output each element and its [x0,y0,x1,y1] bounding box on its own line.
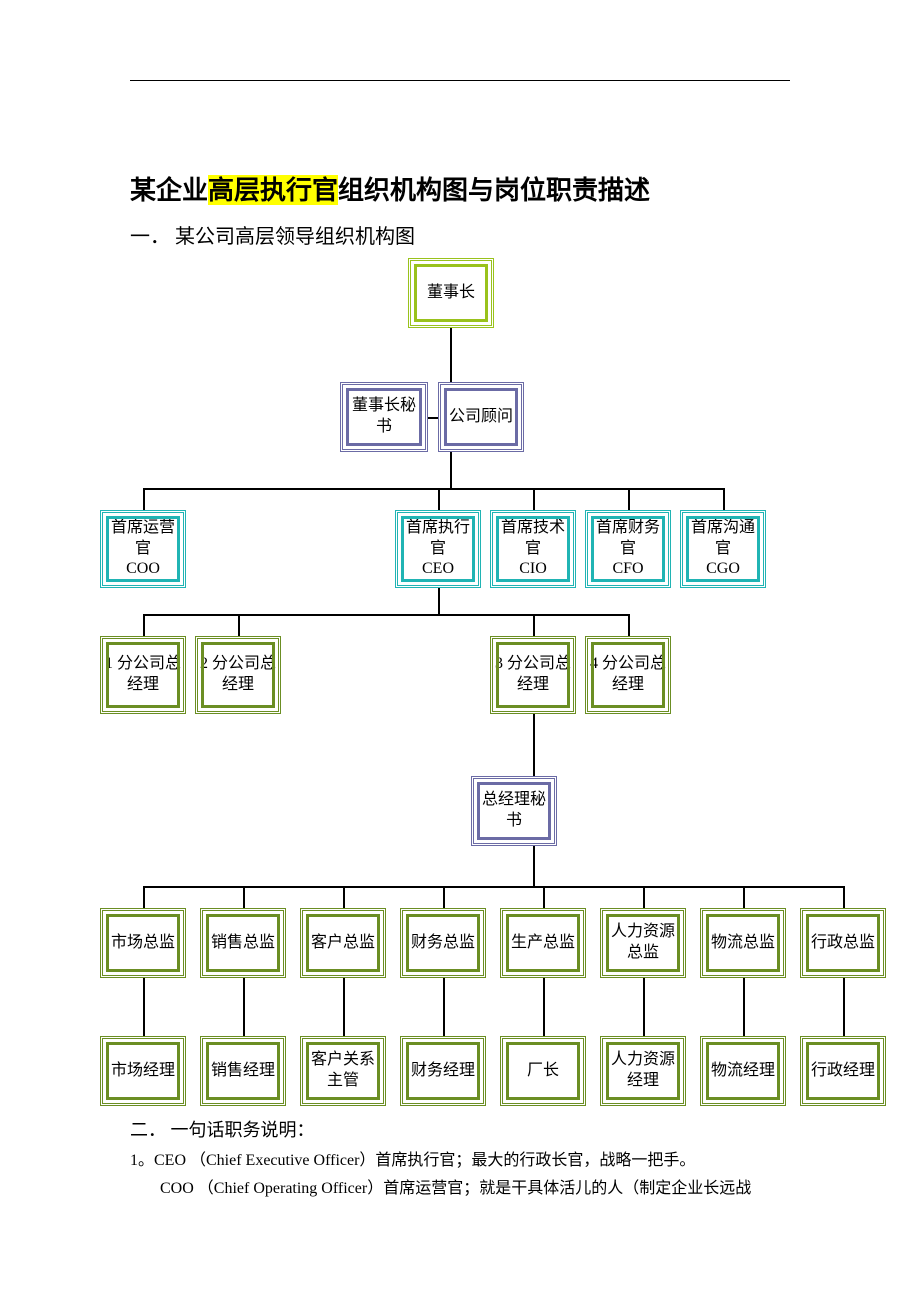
org-node-n_d5: 生产总监 [500,908,586,978]
org-node-n_adv: 公司顾问 [438,382,524,452]
org-node-n_coo: 首席运营官COO [100,510,186,588]
org-node-n_d1: 市场总监 [100,908,186,978]
connector-v [343,888,345,908]
org-node-n_sec: 董事长秘书 [340,382,428,452]
connector-v [743,888,745,908]
org-node-n_d2: 销售总监 [200,908,286,978]
connector-v [343,978,345,1036]
org-node-n_m1: 市场经理 [100,1036,186,1106]
org-node-n_m5: 厂长 [500,1036,586,1106]
org-node-n_m4: 财务经理 [400,1036,486,1106]
org-node-n_d8: 行政总监 [800,908,886,978]
connector-v [143,490,145,510]
connector-v [243,888,245,908]
connector-v [643,888,645,908]
connector-v [443,888,445,908]
page: 某企业高层执行官组织机构图与岗位职责描述 一． 某公司高层领导组织机构图 董事长… [0,0,920,1302]
title-highlight: 高层执行官 [208,175,338,205]
connector-v [238,616,240,636]
connector-v [450,328,452,382]
connector-v [843,978,845,1036]
connector-v [143,888,145,908]
connector-v [443,978,445,1036]
connector-v [143,978,145,1036]
connector-h [428,417,438,419]
org-node-n_d3: 客户总监 [300,908,386,978]
org-node-n_gmsec: 总经理秘书 [471,776,557,846]
org-node-n_cgo: 首席沟通官CGO [680,510,766,588]
connector-v [533,846,535,886]
title-suffix: 组织机构图与岗位职责描述 [338,175,650,205]
connector-v [843,888,845,908]
connector-v [533,714,535,776]
org-node-n_cfo: 首席财务官CFO [585,510,671,588]
connector-h [143,614,630,616]
connector-v [243,978,245,1036]
org-node-n_m3: 客户关系主管 [300,1036,386,1106]
org-node-n_m6: 人力资源经理 [600,1036,686,1106]
page-title: 某企业高层执行官组织机构图与岗位职责描述 [130,170,650,207]
connector-v [438,588,440,614]
section-2-heading: 二． 一句话职务说明： [130,1116,315,1142]
org-node-n_m7: 物流经理 [700,1036,786,1106]
org-node-n_d6: 人力资源总监 [600,908,686,978]
connector-h [143,488,725,490]
org-node-n_b2: 2 分公司总经理 [195,636,281,714]
org-node-n_b3: 3 分公司总经理 [490,636,576,714]
paragraph-ceo: 1。CEO （Chief Executive Officer）首席执行官；最大的… [130,1148,830,1174]
org-node-n_chair: 董事长 [408,258,494,328]
connector-v [143,616,145,636]
connector-v [450,452,452,488]
connector-v [543,978,545,1036]
paragraph-coo: COO （Chief Operating Officer）首席运营官；就是干具体… [160,1176,840,1202]
org-node-n_ceo: 首席执行官CEO [395,510,481,588]
title-prefix: 某企业 [130,175,208,205]
connector-v [543,888,545,908]
org-node-n_m2: 销售经理 [200,1036,286,1106]
org-node-n_d4: 财务总监 [400,908,486,978]
connector-v [628,490,630,510]
connector-v [438,490,440,510]
connector-h [143,886,845,888]
connector-v [533,490,535,510]
connector-v [643,978,645,1036]
connector-v [743,978,745,1036]
org-node-n_d7: 物流总监 [700,908,786,978]
section-1-heading: 一． 某公司高层领导组织机构图 [130,220,415,249]
header-rule [130,80,790,81]
connector-v [723,490,725,510]
org-node-n_b4: 4 分公司总经理 [585,636,671,714]
connector-v [533,616,535,636]
org-node-n_m8: 行政经理 [800,1036,886,1106]
connector-v [628,616,630,636]
org-node-n_b1: 1 分公司总经理 [100,636,186,714]
org-node-n_cio: 首席技术官CIO [490,510,576,588]
